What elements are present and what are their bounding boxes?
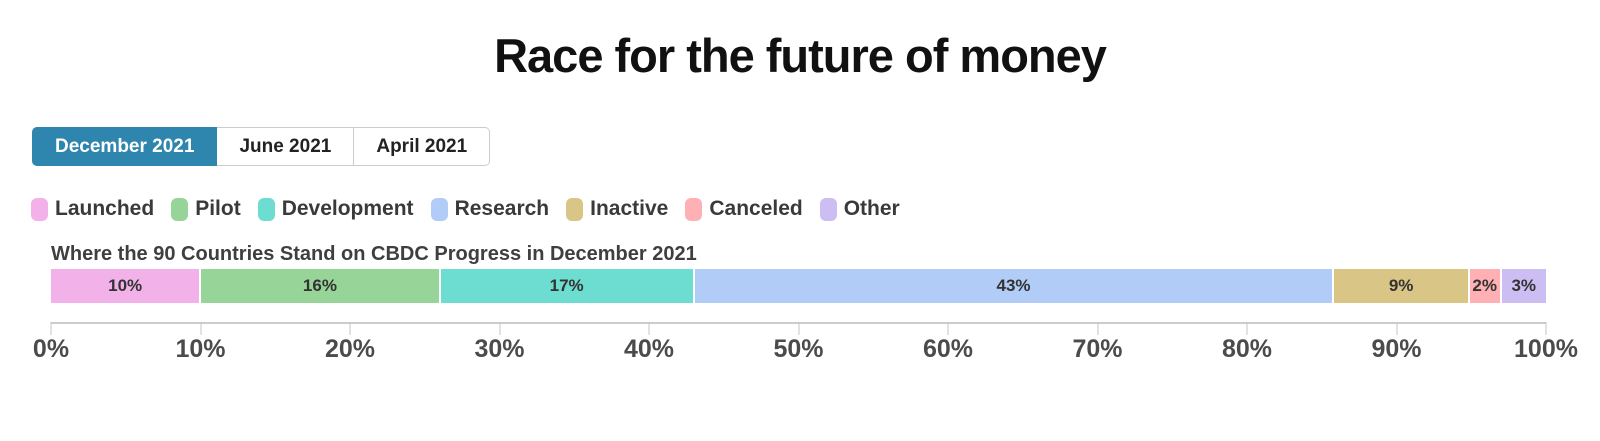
legend-label: Launched [55,197,155,220]
bar-segment-pilot: 16% [201,269,439,303]
legend-label: Other [843,197,900,220]
x-axis-tick-label: 50% [773,335,824,363]
chart-legend: Launched Pilot Development Research Inactive… [31,197,900,221]
legend-item-research: Research [430,197,550,221]
x-axis-tick [1097,322,1098,335]
bar-segment-value: 16% [302,276,337,295]
x-axis-tick [50,322,52,335]
legend-label: Inactive [590,197,669,220]
bar-segment-research: 43% [694,269,1333,303]
x-axis-tick-label: 0% [32,335,70,363]
legend-item-canceled: Canceled [685,197,803,221]
chart-subtitle: Where the 90 Countries Stand on CBDC Pro… [51,243,697,265]
bar-segment-value: 10% [108,276,143,295]
legend-item-development: Development [257,197,414,221]
legend-swatch-other [819,197,837,221]
legend-label: Development [281,197,414,220]
legend-swatch-inactive [566,197,584,221]
x-axis-tick-label: 80% [1221,335,1273,363]
x-axis-tick [499,322,500,335]
x-axis-tick [1246,322,1248,335]
x-axis-tick [798,322,799,335]
bar-segment-value: 9% [1388,276,1414,295]
legend-swatch-research [430,197,448,221]
x-axis-tick-label: 60% [922,335,974,363]
x-axis-tick-label: 100% [1514,335,1578,363]
legend-swatch-canceled [685,197,703,221]
legend-item-pilot: Pilot [171,197,241,221]
legend-swatch-launched [31,197,48,221]
x-axis-tick-label: 10% [175,335,226,363]
x-axis-tick-label: 70% [1072,335,1123,363]
stacked-bar: 10% 16% 17% 43% 9% 2% 3% [51,269,1546,303]
date-tab-group: December 2021 June 2021 April 2021 [32,127,491,166]
x-axis-tick [947,322,949,335]
x-axis-tick-label: 30% [474,335,525,363]
tab-december-2021[interactable]: December 2021 [32,127,218,166]
bar-segment-launched: 10% [51,269,200,303]
bar-segment-value: 17% [549,276,584,295]
bar-segment-inactive: 9% [1334,269,1468,303]
x-axis-tick-label: 20% [324,335,376,363]
legend-swatch-development [257,197,275,221]
legend-label: Pilot [195,197,241,220]
x-axis-tick [200,322,201,335]
bar-segment-canceled: 2% [1469,269,1500,303]
x-axis-tick [1545,322,1547,335]
x-axis: 0% 10% 20% 30% 40% 50% 60% 70% 80% 90% 100% [33,322,1578,367]
tab-april-2021[interactable]: April 2021 [354,127,491,166]
legend-label: Research [454,197,550,220]
x-axis-tick [349,322,351,335]
x-axis-tick [648,322,650,335]
bar-segment-development: 17% [440,269,693,303]
legend-item-launched: Launched [31,197,154,221]
page-title: Race for the future of money [494,29,1107,82]
x-axis-tick [1396,322,1397,335]
bar-segment-value: 2% [1472,276,1497,295]
legend-item-inactive: Inactive [566,197,668,221]
legend-label: Canceled [709,197,803,220]
bar-segment-value: 3% [1511,276,1537,295]
bar-segment-other: 3% [1501,269,1546,303]
bar-segment-value: 43% [996,276,1031,295]
legend-swatch-pilot [171,197,189,221]
legend-item-other: Other [819,197,900,221]
x-axis-tick-label: 90% [1371,335,1422,363]
tab-june-2021[interactable]: June 2021 [217,127,355,166]
x-axis-tick-label: 40% [623,335,675,363]
